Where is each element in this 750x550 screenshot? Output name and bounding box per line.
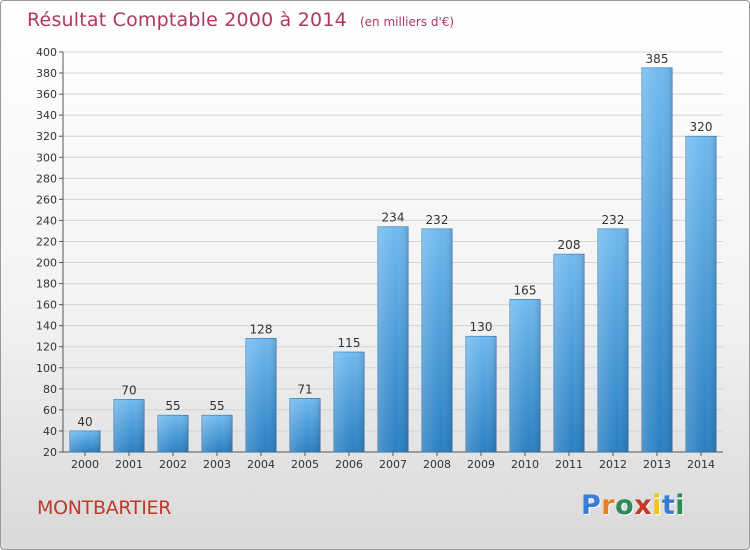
bar-shading bbox=[245, 338, 277, 452]
x-tick-label: 2000 bbox=[71, 458, 99, 471]
y-tick-label: 200 bbox=[36, 257, 57, 270]
x-tick-label: 2004 bbox=[247, 458, 275, 471]
y-tick-label: 60 bbox=[43, 404, 57, 417]
bar-shading bbox=[69, 430, 101, 452]
x-tick-label: 2008 bbox=[423, 458, 451, 471]
x-tick-label: 2013 bbox=[643, 458, 671, 471]
x-tick-label: 2014 bbox=[687, 458, 715, 471]
bar-value-label: 55 bbox=[209, 399, 224, 413]
bar-shading bbox=[465, 336, 497, 452]
x-tick-label: 2011 bbox=[555, 458, 583, 471]
y-tick-label: 380 bbox=[36, 67, 57, 80]
x-tick-label: 2005 bbox=[291, 458, 319, 471]
x-tick-label: 2009 bbox=[467, 458, 495, 471]
title-row: Résultat Comptable 2000 à 2014 (en milli… bbox=[27, 9, 454, 31]
bar-shading bbox=[201, 415, 233, 452]
x-tick-label: 2010 bbox=[511, 458, 539, 471]
y-tick-label: 400 bbox=[36, 46, 57, 59]
logo-letter: i bbox=[652, 490, 662, 521]
bar-value-label: 208 bbox=[558, 238, 581, 252]
chart-title: Résultat Comptable 2000 à 2014 bbox=[27, 9, 347, 31]
y-tick-label: 100 bbox=[36, 362, 57, 375]
bar-shading bbox=[641, 67, 673, 452]
y-tick-label: 120 bbox=[36, 341, 57, 354]
bar-value-label: 232 bbox=[602, 213, 625, 227]
bar-shading bbox=[333, 352, 365, 452]
bar-value-label: 165 bbox=[514, 283, 537, 297]
y-tick-label: 180 bbox=[36, 278, 57, 291]
bar-shading bbox=[421, 228, 453, 452]
bar-value-label: 128 bbox=[250, 322, 273, 336]
bar-shading bbox=[509, 299, 541, 452]
logo-letter: o bbox=[615, 490, 635, 521]
bar-value-label: 40 bbox=[77, 415, 92, 429]
axes: 20 40 60 80 100 120 140 160 180 200 220 240 260 280 30… bbox=[36, 46, 723, 471]
x-tick-label: 2006 bbox=[335, 458, 363, 471]
bar-shading bbox=[157, 415, 189, 452]
bar-shading bbox=[597, 228, 629, 452]
x-tick-label: 2001 bbox=[115, 458, 143, 471]
logo-letter: r bbox=[601, 490, 616, 521]
logo-letter: t bbox=[661, 490, 676, 521]
value-labels: 40 70 55 55 128 71 115 234 232 130 165 208 232 385 320 bbox=[77, 52, 712, 429]
y-tick-label: 220 bbox=[36, 235, 57, 248]
bar-shading bbox=[113, 399, 145, 452]
y-tick-label: 40 bbox=[43, 425, 57, 438]
proxiti-logo[interactable]: Proxiti bbox=[581, 490, 685, 521]
y-tick-label: 280 bbox=[36, 172, 57, 185]
bars bbox=[69, 67, 717, 453]
bar-value-label: 320 bbox=[690, 120, 713, 134]
commune-name: MONTBARTIER bbox=[37, 497, 172, 519]
bar-value-label: 234 bbox=[382, 211, 405, 225]
y-tick-label: 360 bbox=[36, 88, 57, 101]
logo-letter: P bbox=[581, 490, 602, 521]
y-tick-label: 240 bbox=[36, 214, 57, 227]
x-tick-label: 2012 bbox=[599, 458, 627, 471]
y-tick-label: 20 bbox=[43, 446, 57, 459]
bar-value-label: 232 bbox=[426, 213, 449, 227]
y-tick-label: 160 bbox=[36, 299, 57, 312]
bar-value-label: 55 bbox=[165, 399, 180, 413]
bar-value-label: 70 bbox=[121, 383, 136, 397]
logo-letter: i bbox=[675, 490, 686, 521]
logo-letter: x bbox=[634, 490, 653, 521]
y-tick-label: 140 bbox=[36, 320, 57, 333]
bar-shading bbox=[685, 136, 717, 453]
y-tick-label: 260 bbox=[36, 193, 57, 206]
x-tick-label: 2007 bbox=[379, 458, 407, 471]
y-tick-label: 300 bbox=[36, 151, 57, 164]
bar-value-label: 385 bbox=[646, 52, 669, 66]
bar-shading bbox=[377, 226, 409, 452]
bar-value-label: 115 bbox=[338, 336, 361, 350]
y-tick-label: 340 bbox=[36, 109, 57, 122]
y-tick-label: 320 bbox=[36, 130, 57, 143]
chart-subtitle: (en milliers d'€) bbox=[359, 15, 455, 29]
bar-value-label: 71 bbox=[297, 382, 312, 396]
bar-shading bbox=[553, 254, 585, 452]
y-tick-label: 80 bbox=[43, 383, 57, 396]
x-tick-label: 2002 bbox=[159, 458, 187, 471]
bar-shading bbox=[289, 398, 321, 452]
bar-value-label: 130 bbox=[470, 320, 493, 334]
x-tick-label: 2003 bbox=[203, 458, 231, 471]
